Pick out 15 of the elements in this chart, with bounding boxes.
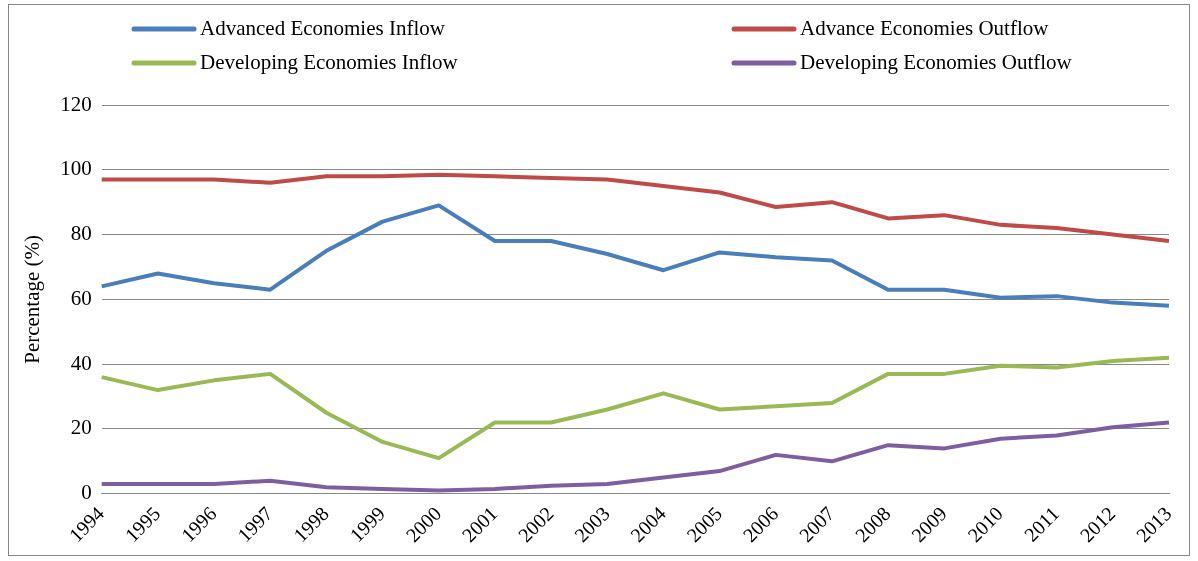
x-tick-label: 2011 (1019, 502, 1064, 546)
y-tick-label: 120 (60, 91, 92, 116)
legend-label: Developing Economies Inflow (200, 49, 459, 74)
legend-label: Advanced Economies Inflow (200, 15, 446, 40)
y-tick-label: 100 (60, 156, 92, 181)
y-tick-label: 60 (70, 285, 92, 310)
y-axis-title: Percentage (%) (20, 234, 45, 364)
legend-label: Developing Economies Outflow (800, 49, 1073, 74)
y-tick-label: 80 (70, 221, 92, 246)
x-tick-label: 1999 (345, 502, 390, 547)
x-tick-label: 1998 (289, 502, 333, 547)
y-tick-label: 40 (70, 350, 92, 375)
y-tick-label: 0 (81, 480, 92, 505)
y-tick-label: 20 (70, 415, 92, 440)
legend-label: Advance Economies Outflow (800, 15, 1050, 40)
